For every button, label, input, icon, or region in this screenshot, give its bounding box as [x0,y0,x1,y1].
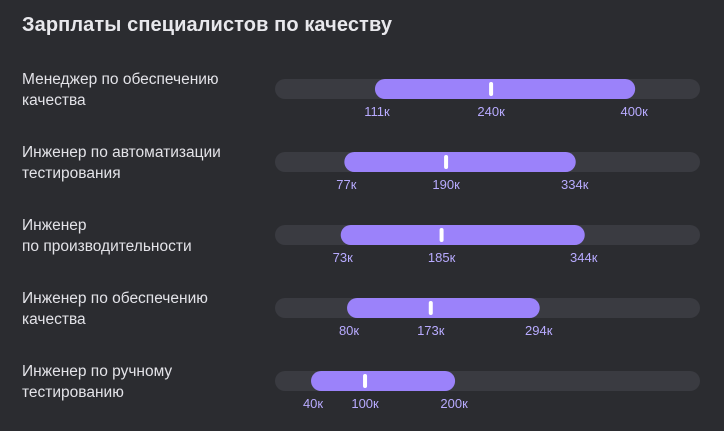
row-label: Инженер по автоматизации тестирования [22,144,221,182]
median-value-label: 185к [428,250,456,265]
row-label: Инженер по обеспечению качества [22,290,208,328]
row-label: Инженер по ручному тестированию [22,363,173,401]
salary-range-bar [374,79,636,99]
min-value-label: 73к [333,250,353,265]
median-marker [363,374,368,388]
median-value-label: 100к [351,396,379,411]
salary-range-bar [344,152,576,172]
min-value-label: 80к [339,323,359,338]
median-marker [428,301,433,315]
median-marker [489,82,494,96]
median-value-label: 190к [432,177,460,192]
salary-range-bar [340,225,585,245]
salary-range-bar [311,371,456,391]
median-value-label: 240к [477,104,505,119]
max-value-label: 400к [620,104,648,119]
max-value-label: 294к [525,323,553,338]
max-value-label: 344к [570,250,598,265]
min-value-label: 111к [364,104,390,119]
median-value-label: 173к [417,323,445,338]
median-marker [444,155,449,169]
row-label: Инженер по производительности [22,217,192,255]
max-value-label: 334к [561,177,589,192]
max-value-label: 200к [440,396,468,411]
median-marker [439,228,444,242]
min-value-label: 77к [336,177,356,192]
min-value-label: 40к [303,396,323,411]
row-label: Менеджер по обеспечению качества [22,71,219,109]
salary-range-bar [347,298,540,318]
chart-title: Зарплаты специалистов по качеству [22,14,393,36]
